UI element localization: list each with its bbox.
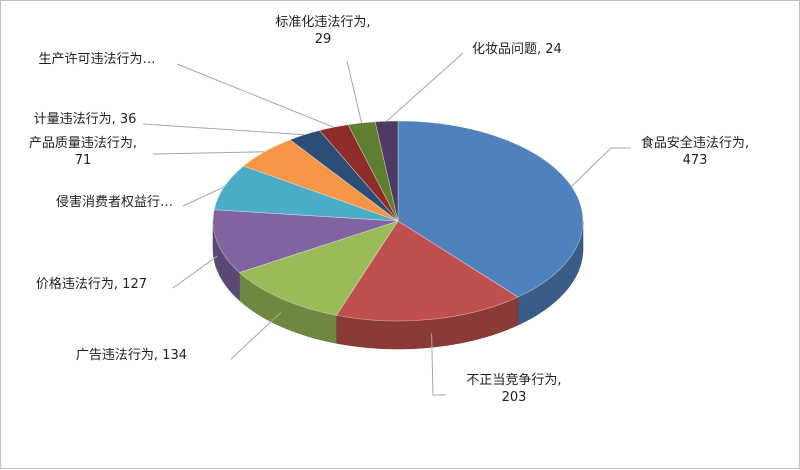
data-label-2: 不正当竞争行为, 203 — [466, 372, 561, 405]
data-label-line: 71 — [75, 153, 92, 168]
pie-top — [212, 120, 584, 322]
leader-line-8 — [176, 63, 334, 128]
data-label-line: 产品质量违法行为, — [29, 136, 137, 151]
pie-slice-3 — [238, 220, 399, 316]
leader-line-7 — [142, 123, 305, 136]
data-label-line: 计量违法行为, 36 — [34, 112, 137, 127]
data-label-8: 生产许可违法行为… — [38, 52, 155, 67]
leader-line-9 — [346, 60, 363, 124]
leader-line-2 — [431, 333, 446, 396]
data-label-line: 价格违法行为, 127 — [36, 276, 147, 292]
pie-slice-10 — [374, 120, 399, 222]
data-label-line: 203 — [502, 390, 527, 405]
data-label-line: 29 — [315, 32, 332, 47]
data-label-4: 价格违法行为, 127 — [36, 276, 147, 292]
data-label-line: 标准化违法行为, — [275, 15, 370, 30]
data-label-10: 化妆品问题, 24 — [472, 42, 562, 57]
pie-slice-4 — [212, 209, 399, 273]
data-label-line: 广告违法行为, 134 — [76, 348, 187, 363]
data-label-3: 广告违法行为, 134 — [76, 348, 187, 363]
leader-line-10 — [386, 52, 464, 122]
data-label-1: 食品安全违法行为, 473 — [641, 135, 749, 168]
leader-line-3 — [230, 312, 282, 360]
data-label-6: 产品质量违法行为, 71 — [29, 136, 137, 168]
data-label-9: 标准化违法行为, 29 — [275, 15, 370, 47]
data-label-line: 侵害消费者权益行… — [56, 194, 173, 210]
leader-lines — [142, 52, 631, 396]
data-label-line: 473 — [683, 153, 708, 168]
leader-line-4 — [172, 255, 218, 289]
data-labels: 食品安全违法行为, 473 不正当竞争行为, 203 广告违法行为, 134 价格违法行为… — [29, 15, 749, 405]
leader-line-6 — [152, 151, 265, 155]
data-label-line: 化妆品问题, 24 — [472, 42, 562, 57]
leader-line-1 — [571, 147, 631, 187]
data-label-line: 食品安全违法行为, — [641, 135, 749, 151]
leader-line-5 — [182, 186, 225, 207]
pie-slice-1 — [397, 120, 584, 298]
data-label-7: 计量违法行为, 36 — [34, 112, 137, 127]
data-label-line: 不正当竞争行为, — [466, 372, 561, 388]
data-label-line: 生产许可违法行为… — [38, 52, 155, 67]
data-label-5: 侵害消费者权益行… — [56, 194, 173, 210]
